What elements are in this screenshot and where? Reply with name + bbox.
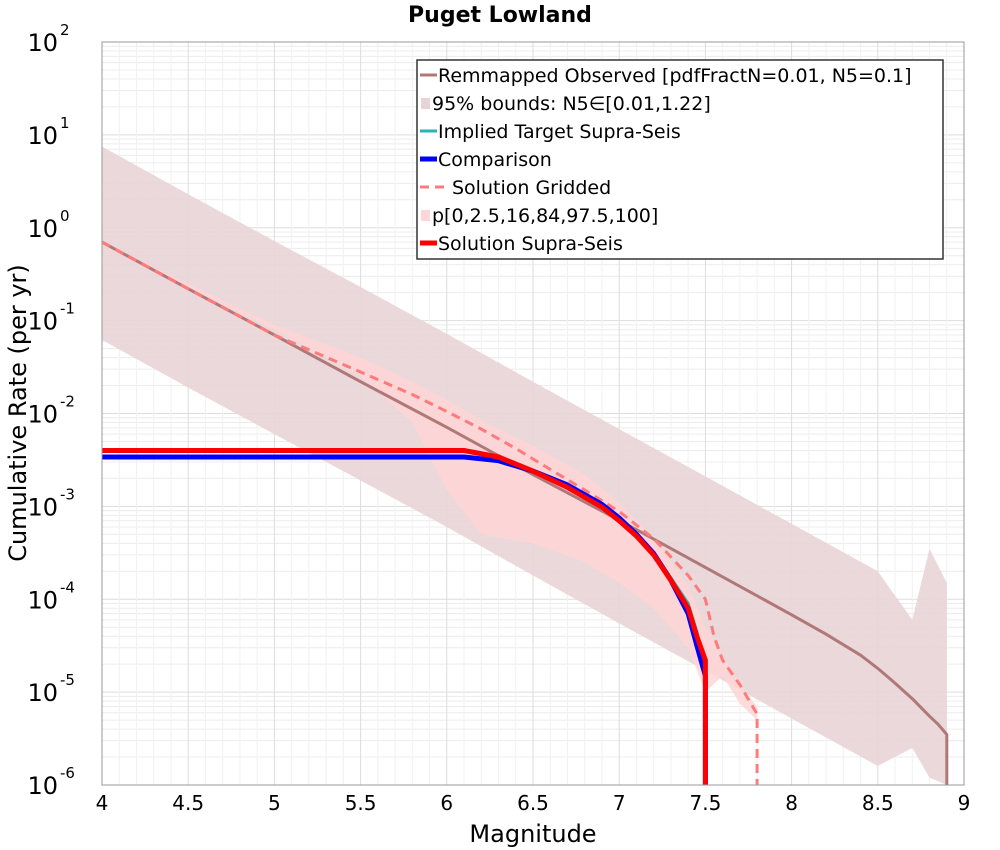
y-tick-base: 10 [27,29,58,57]
y-tick-base: 10 [27,493,58,521]
y-tick-base: 10 [27,679,58,707]
y-tick-base: 10 [27,401,58,429]
x-tick-label: 5.5 [345,791,377,815]
legend: Remmapped Observed [pdfFractN=0.01, N5=0… [416,59,944,260]
legend-item-solution-gridded: Solution Gridded [420,177,611,199]
x-axis-ticks: 4 4.5 5 5.5 6 6.5 7 7.5 8 8.5 9 [96,791,971,815]
x-tick-label: 8 [785,791,798,815]
y-tick-label: 10 -5 [27,671,75,707]
legend-item-comparison: Comparison [420,149,552,171]
legend-item-percentiles: p[0,2.5,16,84,97.5,100] [421,205,658,227]
y-axis-label: Cumulative Rate (per yr) [4,264,32,562]
x-tick-label: 7.5 [689,791,721,815]
x-tick-label: 4 [96,791,109,815]
y-tick-label: 10 2 [27,21,69,57]
x-tick-label: 5 [268,791,281,815]
legend-item-bounds: 95% bounds: N5∈[0.01,1.22] [421,93,711,115]
y-tick-exponent: -6 [60,764,75,782]
x-tick-label: 7 [613,791,626,815]
y-tick-label: 10 -6 [27,764,75,800]
y-tick-label: 10 -2 [27,393,75,429]
y-tick-exponent: -5 [60,671,75,689]
x-tick-label: 6.5 [517,791,549,815]
legend-item-solution-supra: Solution Supra-Seis [420,233,623,255]
y-tick-label: 10 0 [27,207,69,243]
series-lines [101,240,949,785]
x-tick-label: 8.5 [862,791,894,815]
x-tick-label: 9 [958,791,971,815]
y-tick-label: 10 1 [27,114,69,150]
legend-label: Comparison [438,149,552,171]
legend-item-remapped-observed: Remmapped Observed [pdfFractN=0.01, N5=0… [420,65,912,87]
legend-label: Solution Gridded [452,177,611,199]
y-tick-label: 10 -3 [27,485,75,521]
x-tick-label: 6 [440,791,453,815]
legend-label: Solution Supra-Seis [438,233,623,255]
y-tick-base: 10 [27,586,58,614]
y-tick-exponent: -1 [60,300,75,318]
y-tick-base: 10 [27,122,58,150]
legend-label: 95% bounds: N5∈[0.01,1.22] [432,93,711,115]
x-axis-label: Magnitude [469,820,596,848]
y-tick-base: 10 [27,215,58,243]
x-tick-label: 4.5 [172,791,204,815]
legend-label: p[0,2.5,16,84,97.5,100] [432,205,658,227]
legend-box [416,59,944,260]
legend-swatch [421,98,430,109]
y-tick-base: 10 [27,308,58,336]
y-tick-label: 10 -4 [27,578,75,614]
legend-label: Remmapped Observed [pdfFractN=0.01, N5=0… [438,65,912,87]
series-line-solution-gridded [101,240,759,785]
y-tick-label: 10 -1 [27,300,75,336]
legend-item-implied-target: Implied Target Supra-Seis [420,121,681,143]
series-line-solution-supra [102,448,708,785]
y-tick-exponent: -4 [60,578,75,596]
legend-swatch [421,210,430,221]
y-tick-exponent: -2 [60,393,75,411]
y-tick-exponent: 2 [60,21,70,39]
y-tick-exponent: -3 [60,485,75,503]
chart-title: Puget Lowland [408,3,592,28]
y-tick-base: 10 [27,772,58,800]
y-tick-exponent: 0 [60,207,70,225]
series-line-remapped-observed [101,240,949,785]
legend-label: Implied Target Supra-Seis [438,121,681,143]
plot-frame [101,41,965,786]
y-tick-exponent: 1 [60,114,70,132]
